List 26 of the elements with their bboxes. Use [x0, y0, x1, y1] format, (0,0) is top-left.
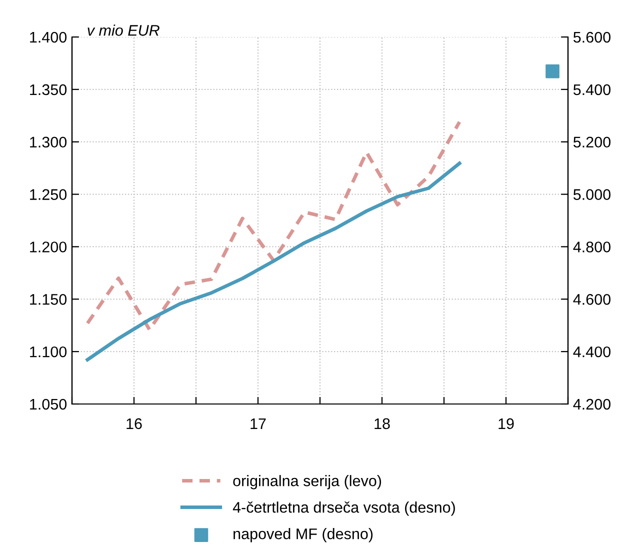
legend-label: napoved MF (desno) — [234, 528, 373, 542]
line-series — [86, 120, 462, 332]
y2-tick-label: 5.400 — [573, 84, 610, 96]
legend-label: 4-četrtletna drseča vsota (desno) — [232, 501, 455, 516]
y2-tick-label: 4.600 — [573, 294, 610, 305]
y-tick-label: 1.150 — [30, 294, 67, 305]
y-tick-label: 1.250 — [30, 189, 67, 200]
line-series — [86, 162, 462, 362]
y2-tick-label: 5.600 — [573, 32, 610, 43]
x-tick-label: 16 — [126, 418, 142, 430]
y2-tick-label: 5.000 — [573, 189, 610, 200]
x-tick-label: 19 — [498, 418, 514, 430]
y2-tick-label: 4.800 — [573, 242, 610, 252]
y-tick-label: 1.100 — [30, 346, 67, 358]
y-tick-label: 1.300 — [30, 136, 67, 148]
x-tick-label: 17 — [250, 418, 266, 429]
y-tick-label: 1.350 — [30, 84, 67, 96]
x-tick-label: 18 — [374, 418, 390, 430]
y-tick-label: 1.400 — [30, 32, 67, 43]
y2-tick-label: 4.200 — [573, 398, 610, 410]
y-tick-label: 1.050 — [30, 398, 67, 410]
legend-label: originalna serija (levo) — [233, 475, 382, 490]
text: v mio EUR — [88, 24, 160, 36]
y2-tick-label: 5.200 — [573, 136, 610, 148]
y-tick-label: 1.200 — [30, 242, 67, 252]
y2-tick-label: 4.400 — [573, 346, 610, 358]
